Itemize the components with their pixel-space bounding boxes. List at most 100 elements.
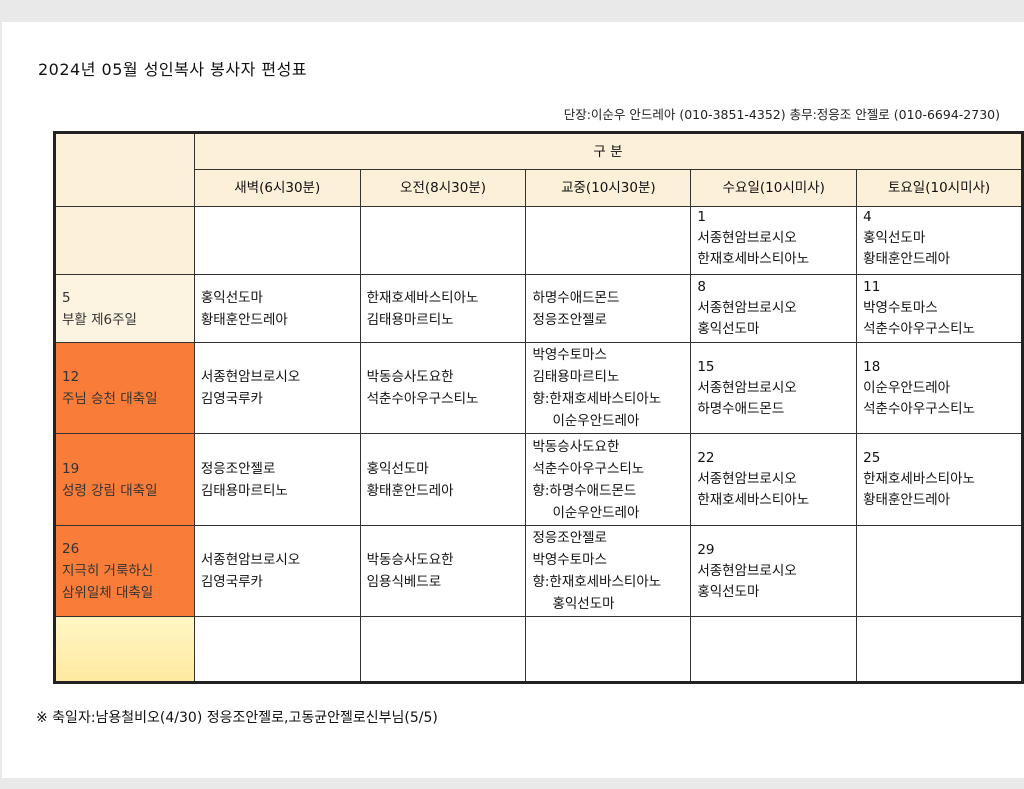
date-label-line: 부활 제6주일 [62,311,137,328]
day-number: 4 [863,209,872,225]
server-name: 정응조안젤로 [532,530,607,546]
table-row: 12 주님 승천 대축일 서종현암브로시오 김영국루카 박동승사도요한 석춘수아우구스티노… [54,342,1023,434]
server-name: 서종현암브로시오 [697,562,797,579]
server-name: 서종현암브로시오 [200,552,301,568]
date-label-line: 26 [62,541,80,557]
date-label-cell: 19 성령 강림 대축일 [54,433,195,526]
column-header: 오전(8시30분) [359,169,527,207]
server-name: 석춘수아우구스티노 [532,460,645,477]
schedule-cell: 홍익선도마 황태훈안드레아 [193,274,361,343]
schedule-cell [525,206,692,275]
server-name: 김영국루카 [200,574,263,590]
table-row: 5 부활 제6주일 홍익선도마 황태훈안드레아 한재호세바스티아노 김태용마르티노 하명수애… [54,274,1023,343]
day-number: 8 [697,279,706,295]
server-name: 정응조안젤로 [532,311,607,328]
table-row: 19 성령 강림 대축일 정응조안젤로 김태용마르티노 홍익선도마 황태훈안드레아 박동승사… [54,433,1023,526]
date-label-line: 주님 승천 대축일 [62,391,158,407]
date-label-line: 5 [62,289,71,306]
server-name: 한재호세바스티아노 [863,471,975,487]
column-header: 교중(10시30분) [525,169,692,207]
schedule-cell [856,525,1023,617]
server-name: 박동승사도요한 [366,369,454,385]
server-name: 황태훈안드레아 [366,482,454,499]
server-name: 석춘수아우구스티노 [366,391,479,407]
server-name: 향:한재호세바스티아노 [532,391,662,407]
server-name: 서종현암브로시오 [697,300,797,316]
server-name: 하명수애드몬드 [697,400,785,417]
date-label-line: 12 [62,369,80,385]
date-label-cell: 5 부활 제6주일 [54,274,195,343]
server-name: 임용식베드로 [366,574,442,590]
schedule-cell: 박영수토마스 김태용마르티노 향:한재호세바스티아노 이순우안드레아 [525,342,692,434]
server-name: 향:하명수애드몬드 [532,482,637,499]
server-name: 김태용마르티노 [200,482,288,499]
schedule-cell: 1 서종현암브로시오 한재호세바스티아노 [690,206,858,275]
server-name: 김태용마르티노 [532,369,620,385]
server-name: 김영국루카 [200,391,263,407]
column-header: 새벽(6시30분) [193,169,361,207]
server-name: 정응조안젤로 [200,460,276,477]
contact-info: 단장:이순우 안드레아 (010-3851-4352) 총무:정응조 안젤로 (… [563,107,1000,122]
server-name: 석춘수아우구스티노 [863,400,975,417]
table-row [54,616,1023,683]
day-number: 25 [863,450,881,466]
day-number: 1 [697,209,706,225]
day-number: 22 [697,450,715,466]
schedule-cell: 서종현암브로시오 김영국루카 [193,342,361,434]
server-name: 한재호세바스티아노 [697,492,810,508]
column-header: 수요일(10시미사) [690,169,858,207]
server-name: 서종현암브로시오 [697,379,797,396]
schedule-cell: 한재호세바스티아노 김태용마르티노 [359,274,527,343]
server-name: 김태용마르티노 [366,311,454,328]
server-name: 서종현암브로시오 [697,471,797,487]
date-label-cell [54,206,195,275]
day-number: 11 [863,279,881,295]
day-number: 29 [697,541,715,558]
schedule-cell [856,616,1023,683]
day-number: 15 [697,358,715,375]
server-name: 황태훈안드레아 [200,311,288,328]
server-name: 황태훈안드레아 [863,251,951,267]
corner-cell [54,132,195,207]
date-label-line: 지극히 거룩하신 [62,563,154,579]
schedule-cell [193,206,361,275]
server-name: 향:한재호세바스티아노 [532,574,662,590]
server-name: 이순우안드레아 [863,379,951,396]
schedule-cell [525,616,692,683]
server-name: 박동승사도요한 [532,438,620,455]
server-name: 홍익선도마 [863,230,926,246]
server-name: 홍익선도마 [697,583,760,600]
page-title: 2024년 05월 성인복사 봉사자 편성표 [38,60,308,79]
server-name: 홍익선도마 [697,321,760,337]
server-name: 박영수토마스 [863,300,938,316]
server-name: 홍익선도마 [552,596,615,612]
server-name: 황태훈안드레아 [863,492,951,508]
server-name: 박동승사도요한 [366,552,454,568]
server-name: 박영수토마스 [532,552,607,568]
table-row: 1 서종현암브로시오 한재호세바스티아노 4 홍익선도마 황태훈안드레아 [54,206,1023,275]
server-name: 서종현암브로시오 [697,230,797,246]
server-name: 이순우안드레아 [552,504,640,521]
server-name: 홍익선도마 [366,460,429,477]
schedule-cell [359,206,527,275]
column-header: 토요일(10시미사) [856,169,1023,207]
date-label-line: 성령 강림 대축일 [62,482,158,499]
date-label-cell [54,616,195,683]
date-label-line: 삼위일체 대축일 [62,585,154,601]
server-name: 하명수애드몬드 [532,289,620,306]
date-label-line: 19 [62,460,80,477]
day-number: 18 [863,358,881,375]
schedule-cell [359,616,527,683]
